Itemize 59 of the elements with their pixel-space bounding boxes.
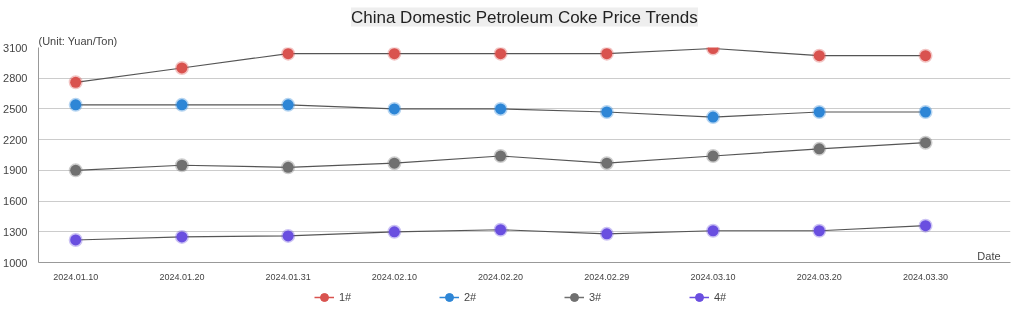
point [174,97,189,112]
point [493,149,508,164]
point [68,97,83,112]
legend-label: 4# [714,291,728,303]
y-tick-label: 1000 [3,256,28,269]
x-tick-label: 2024.01.31 [265,271,311,282]
point [918,105,933,119]
x-axis-title: Date [977,249,1001,262]
point [387,47,402,61]
point [493,222,508,237]
point [599,156,614,171]
chart-title: China Domestic Petroleum Coke Price Trends [350,7,698,27]
y-tick-label: 1600 [3,195,28,208]
y-tick-label: 2200 [3,133,28,146]
x-tick-label: 2024.03.10 [690,271,736,282]
point [812,223,827,238]
legend-label: 3# [589,291,603,303]
point [281,160,296,175]
point [812,105,827,119]
legend-label: 1# [339,291,353,303]
x-tick-label: 2024.01.10 [53,271,99,282]
point [174,60,189,75]
point [493,101,508,116]
point [493,47,508,61]
point [918,218,933,233]
point [812,141,827,156]
point [281,228,296,243]
y-tick-label: 3100 [3,41,28,54]
point [812,48,827,63]
y-tick-label: 1300 [3,225,28,238]
point [68,163,83,178]
point [68,232,83,247]
point [174,158,189,173]
point [599,226,614,241]
x-tick-label: 2024.02.20 [478,271,524,282]
point [918,48,933,63]
point [281,97,296,112]
legend-label: 2# [464,291,478,303]
x-tick-label: 2024.03.30 [902,271,949,282]
y-tick-label: 2800 [3,72,28,85]
y-tick-label: 2500 [3,102,28,115]
point [599,105,614,119]
y-tick-label: 1900 [3,164,28,177]
point [918,135,933,150]
point [706,223,721,238]
point [599,47,614,61]
point [68,75,83,90]
x-tick-label: 2024.02.10 [371,271,417,282]
x-tick-label: 2024.01.20 [159,271,205,282]
x-tick-label: 2024.02.29 [584,271,630,282]
y-axis-title: (Unit: Yuan/Ton) [38,34,118,47]
point [706,110,721,125]
point [387,101,402,116]
point [387,224,402,239]
point [706,149,721,164]
x-tick-label: 2024.03.20 [796,271,842,282]
point [174,229,189,244]
point [281,47,296,61]
point [387,156,402,171]
